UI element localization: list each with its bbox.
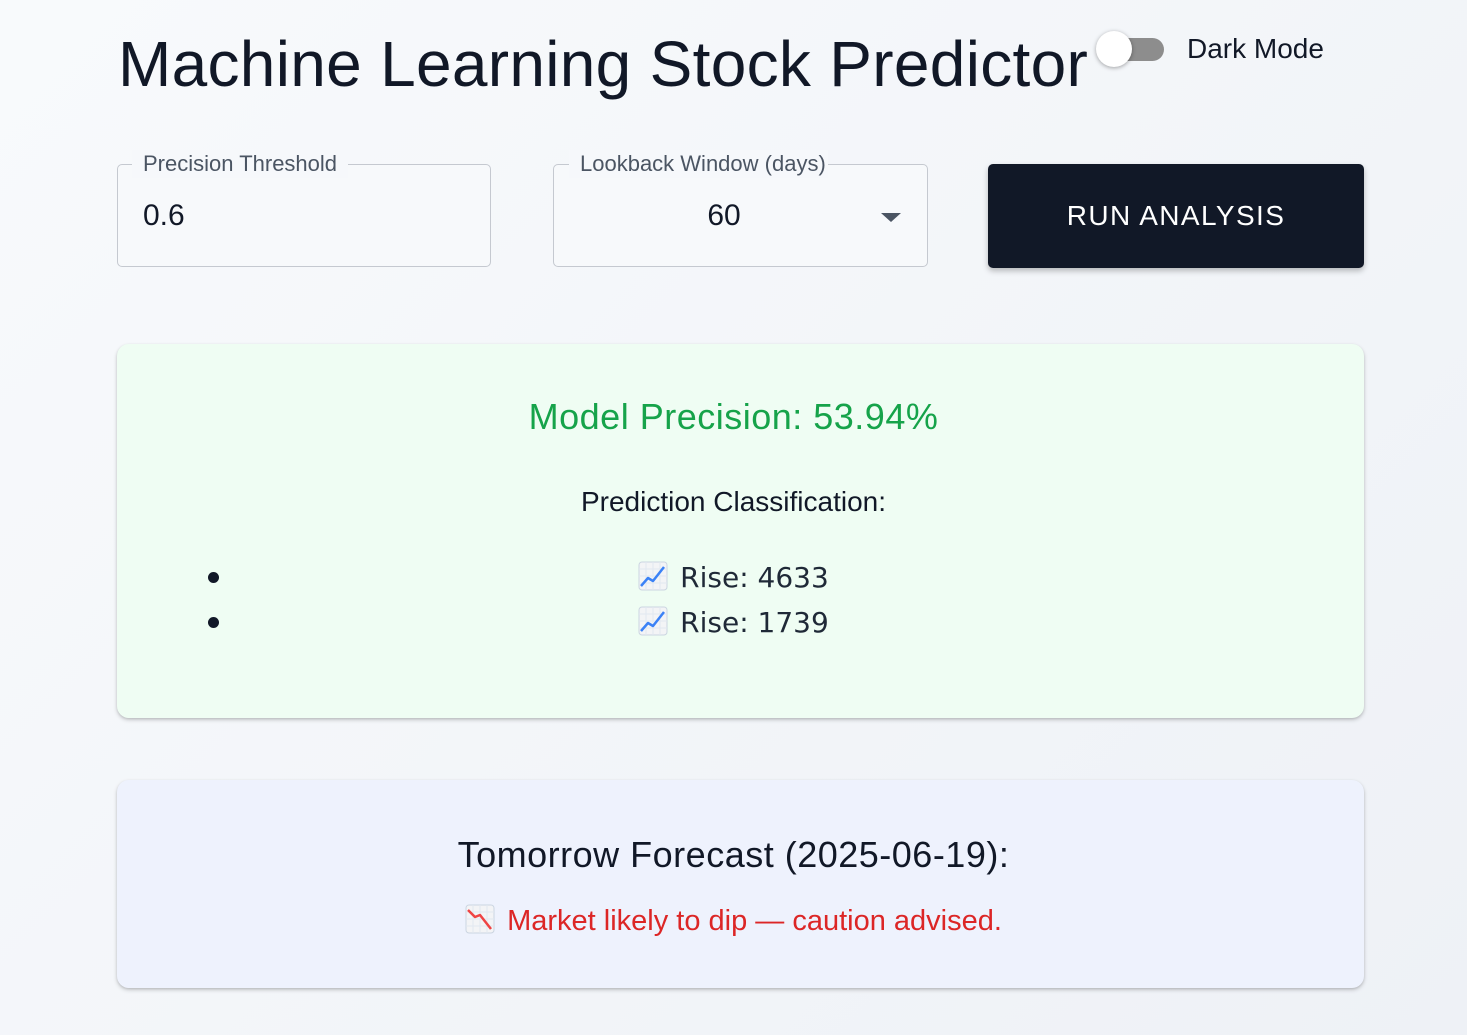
run-analysis-button[interactable]: RUN ANALYSIS [988,164,1364,268]
chart-decreasing-icon [465,904,495,934]
chart-increasing-icon [638,606,668,636]
toggle-thumb[interactable] [1096,31,1132,67]
model-precision: Model Precision: 53.94% [528,396,939,437]
chart-increasing-icon [638,561,668,591]
lookback-window-label: Lookback Window (days) [569,150,828,178]
precision-threshold-label: Precision Threshold [132,150,349,178]
list-item: Rise: 1739 [0,606,1467,639]
precision-threshold-input[interactable]: 0.6 [143,199,185,232]
forecast-message: Market likely to dip — caution advised. [0,904,1467,938]
list-item: Rise: 4633 [0,561,1467,594]
list-item-text: Rise: 4633 [680,561,829,594]
dark-mode-label: Dark Mode [1187,33,1324,64]
list-bullet [208,572,219,583]
classification-heading: Prediction Classification: [580,486,887,517]
lookback-window-select[interactable]: Lookback Window (days) 60 [553,150,928,267]
list-bullet [208,617,219,628]
precision-threshold-field[interactable]: Precision Threshold 0.6 [117,150,491,267]
lookback-window-value[interactable]: 60 [707,199,741,232]
forecast-message-text: Market likely to dip — caution advised. [507,905,1002,937]
forecast-title: Tomorrow Forecast (2025-06-19): [457,834,1010,875]
dropdown-arrow-icon[interactable] [881,213,901,222]
list-item-text: Rise: 1739 [680,606,829,639]
page-title: Machine Learning Stock Predictor [118,28,1089,100]
precision-card [117,344,1364,718]
forecast-card [117,780,1364,988]
dark-mode-toggle[interactable]: Dark Mode [1096,30,1356,70]
